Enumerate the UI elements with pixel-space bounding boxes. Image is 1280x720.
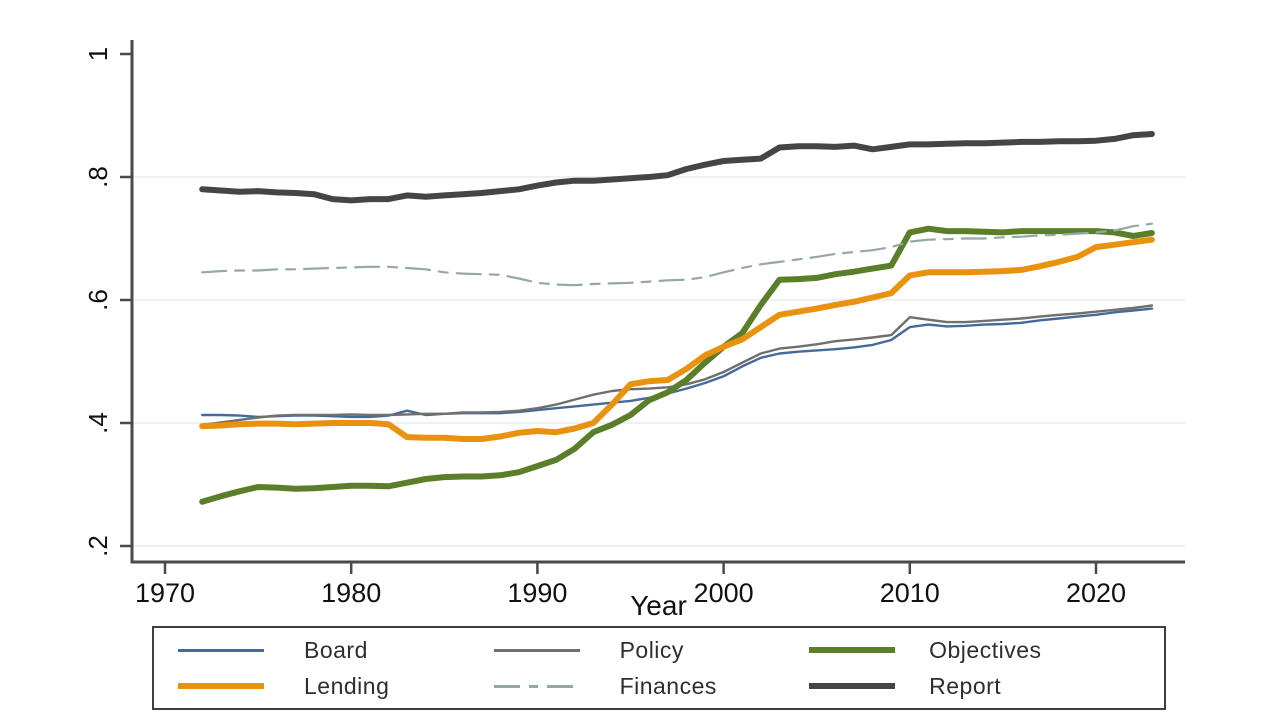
x-tick-label: 2000 — [694, 578, 754, 608]
legend-label-objectives: Objectives — [929, 636, 1042, 663]
legend-label-finances: Finances — [619, 672, 717, 699]
y-tick-label: 1 — [83, 47, 113, 61]
legend-item-board: Board — [164, 632, 480, 668]
x-tick-label: 1990 — [507, 578, 567, 608]
legend-label-board: Board — [304, 636, 368, 663]
plot-area: .2 .4 .6 .8 1 1970 1980 1990 2000 2010 2020 Year — [83, 40, 1185, 621]
y-tick-label: .6 — [83, 289, 113, 311]
x-tick-label: 2010 — [880, 578, 940, 608]
series-line-finances — [201, 222, 1154, 287]
finances-line-swatch — [493, 684, 580, 688]
board-line-swatch — [178, 648, 264, 652]
series-line-board — [200, 307, 1154, 419]
legend-item-objectives: Objectives — [795, 632, 1154, 668]
series-line-lending — [199, 236, 1155, 442]
y-tick-label: .8 — [83, 166, 113, 188]
legend-item-policy: Policy — [480, 632, 796, 668]
legend-item-finances: Finances — [480, 668, 796, 704]
policy-line-swatch — [493, 648, 580, 652]
chart-legend: Board Policy Objectives Lending Finances… — [152, 626, 1166, 710]
objectives-line-swatch — [809, 647, 896, 653]
legend-label-report: Report — [929, 672, 1002, 699]
lending-line-swatch — [178, 683, 264, 689]
legend-item-report: Report — [795, 668, 1154, 704]
x-tick-label: 1970 — [135, 578, 195, 608]
y-tick-label: .4 — [83, 412, 113, 434]
x-axis-title: Year — [630, 590, 687, 621]
legend-label-lending: Lending — [304, 672, 390, 699]
y-tick-label: .2 — [83, 535, 113, 557]
x-tick-label: 2020 — [1066, 578, 1126, 608]
legend-label-policy: Policy — [619, 636, 684, 663]
series-line-objectives — [199, 225, 1155, 505]
x-tick-label: 1980 — [321, 578, 381, 608]
report-line-swatch — [809, 683, 896, 689]
series-line-report — [199, 131, 1155, 204]
legend-item-lending: Lending — [164, 668, 480, 704]
